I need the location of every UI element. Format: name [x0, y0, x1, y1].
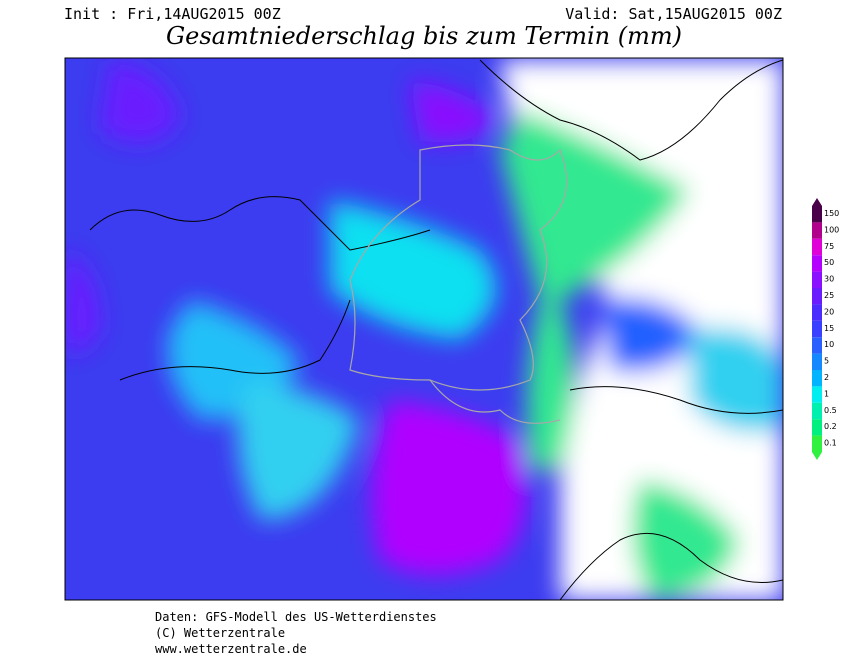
footer-line: (C) Wetterzentrale [155, 626, 285, 640]
legend-label: 2 [824, 373, 829, 382]
legend-label: 50 [824, 258, 834, 267]
legend-swatch [812, 288, 822, 305]
legend-swatch [812, 271, 822, 288]
legend-swatch [812, 238, 822, 256]
precip-map [65, 58, 783, 600]
legend-label: 75 [824, 242, 834, 251]
legend-label: 100 [824, 225, 839, 234]
legend-swatch [812, 386, 822, 403]
legend-label: 5 [824, 357, 829, 366]
legend-tip [812, 198, 822, 206]
legend-label: 25 [824, 291, 834, 300]
footer-line: Daten: GFS-Modell des US-Wetterdienstes [155, 610, 437, 624]
legend-label: 0.2 [824, 422, 837, 431]
legend-swatch [812, 255, 822, 272]
legend-swatch [812, 304, 822, 321]
map-frame [64, 57, 784, 601]
legend-label: 0.5 [824, 406, 837, 415]
legend: 150 100 75 50 30 25 20 15 10 5 2 1 0.5 0.2 0.1 [812, 198, 839, 460]
legend-swatch [812, 402, 822, 420]
legend-label: 20 [824, 307, 834, 316]
legend-label: 0.1 [824, 439, 837, 448]
footer-line: www.wetterzentrale.de [155, 642, 307, 656]
legend-swatch [812, 370, 822, 387]
legend-swatch [812, 353, 822, 370]
legend-label: 15 [824, 324, 834, 333]
legend-swatch [812, 222, 822, 239]
legend-swatch [812, 320, 822, 338]
init-time: Init : Fri,14AUG2015 00Z [64, 5, 281, 23]
legend-label: 150 [824, 209, 839, 218]
legend-swatch [812, 206, 822, 223]
legend-tip [812, 452, 822, 460]
legend-label: 30 [824, 275, 834, 284]
map-title: Gesamtniederschlag bis zum Termin (mm) [166, 22, 682, 50]
legend-swatch [812, 419, 822, 436]
legend-swatch [812, 435, 822, 452]
valid-time: Valid: Sat,15AUG2015 00Z [565, 5, 782, 23]
legend-label: 10 [824, 340, 834, 349]
legend-label: 1 [824, 389, 829, 398]
legend-swatch [812, 337, 822, 354]
